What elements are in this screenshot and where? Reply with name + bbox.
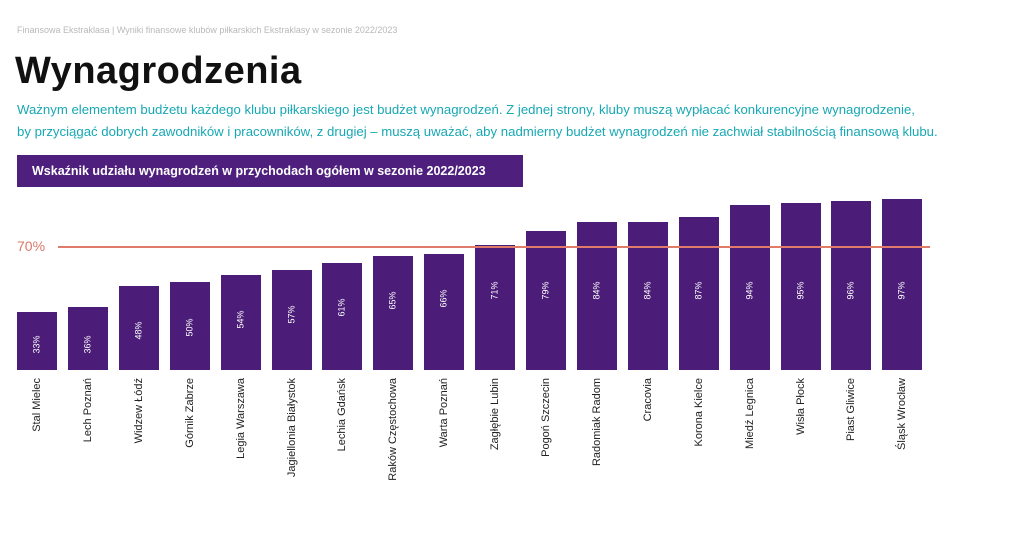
category-label: Lech Poznań bbox=[81, 378, 94, 443]
category-label: Miedź Legnica bbox=[743, 378, 756, 449]
value-label: 57% bbox=[286, 305, 296, 324]
bar bbox=[831, 201, 872, 370]
value-label: 97% bbox=[896, 281, 907, 300]
value-label: 95% bbox=[795, 281, 805, 300]
category-label: Pogoń Szczecin bbox=[540, 378, 552, 457]
bar bbox=[780, 202, 821, 370]
intro-line: by przyciągać dobrych zawodników i praco… bbox=[17, 124, 938, 139]
bar bbox=[526, 230, 566, 370]
value-label: 33% bbox=[31, 335, 42, 354]
category-label: Śląsk Wrocław bbox=[896, 378, 909, 450]
reference-line bbox=[58, 245, 930, 248]
category-label: Zagłębie Lubin bbox=[489, 378, 502, 451]
value-label: 96% bbox=[845, 281, 856, 300]
category-label: Legia Warszawa bbox=[234, 378, 247, 459]
value-label: 66% bbox=[438, 289, 449, 308]
category-label: Korona Kielce bbox=[692, 378, 705, 447]
value-label: 50% bbox=[184, 318, 195, 337]
category-label: Jagiellonia Białystok bbox=[285, 378, 298, 478]
category-label: Stal Mielec bbox=[31, 378, 43, 432]
category-label: Piast Gliwice bbox=[845, 378, 858, 441]
value-label: 87% bbox=[693, 281, 704, 300]
page-title: Wynagrodzenia bbox=[15, 50, 302, 92]
bar bbox=[118, 285, 159, 370]
bar bbox=[424, 253, 465, 370]
bar-chart: 33% Stal Mielec 36% Lech Poznań 48% Widzew Łó… bbox=[17, 199, 930, 481]
value-label: 36% bbox=[82, 335, 93, 354]
bar bbox=[678, 216, 719, 370]
reference-label: 70% bbox=[17, 237, 46, 254]
bar bbox=[475, 245, 516, 370]
value-label: 84% bbox=[642, 281, 653, 300]
category-label: Cracovia bbox=[641, 378, 654, 422]
category-label: Widzew Łódź bbox=[132, 378, 145, 444]
bar bbox=[169, 282, 210, 370]
bar bbox=[271, 269, 312, 370]
bar bbox=[17, 311, 57, 370]
intro-line: Ważnym elementem budżetu każdego klubu p… bbox=[17, 102, 915, 117]
value-label: 48% bbox=[133, 321, 144, 340]
breadcrumb: Finansowa Ekstraklasa | Wyniki finansowe… bbox=[17, 25, 398, 35]
category-label: Górnik Zabrze bbox=[183, 378, 196, 448]
value-label: 54% bbox=[235, 310, 246, 329]
chart-title: Wskaźnik udziału wynagrodzeń w przychoda… bbox=[17, 155, 523, 187]
bar bbox=[67, 306, 108, 370]
category-label: Radomiak Radom bbox=[590, 378, 603, 467]
category-label: Warta Poznań bbox=[438, 378, 451, 448]
intro-text: Ważnym elementem budżetu każdego klubu p… bbox=[17, 99, 1022, 143]
bar bbox=[322, 262, 363, 370]
category-label: Wisła Płock bbox=[794, 378, 807, 435]
bar bbox=[220, 274, 261, 370]
value-label: 94% bbox=[744, 281, 755, 300]
bar bbox=[882, 199, 923, 370]
value-label: 84% bbox=[591, 281, 602, 300]
value-label: 79% bbox=[540, 281, 551, 300]
bar bbox=[373, 255, 414, 370]
bar bbox=[729, 204, 770, 370]
value-label: 71% bbox=[489, 281, 500, 300]
category-label: Lechia Gdańsk bbox=[336, 378, 349, 452]
value-label: 61% bbox=[336, 298, 347, 317]
value-label: 65% bbox=[387, 291, 398, 310]
category-label: Raków Częstochowa bbox=[387, 378, 400, 481]
